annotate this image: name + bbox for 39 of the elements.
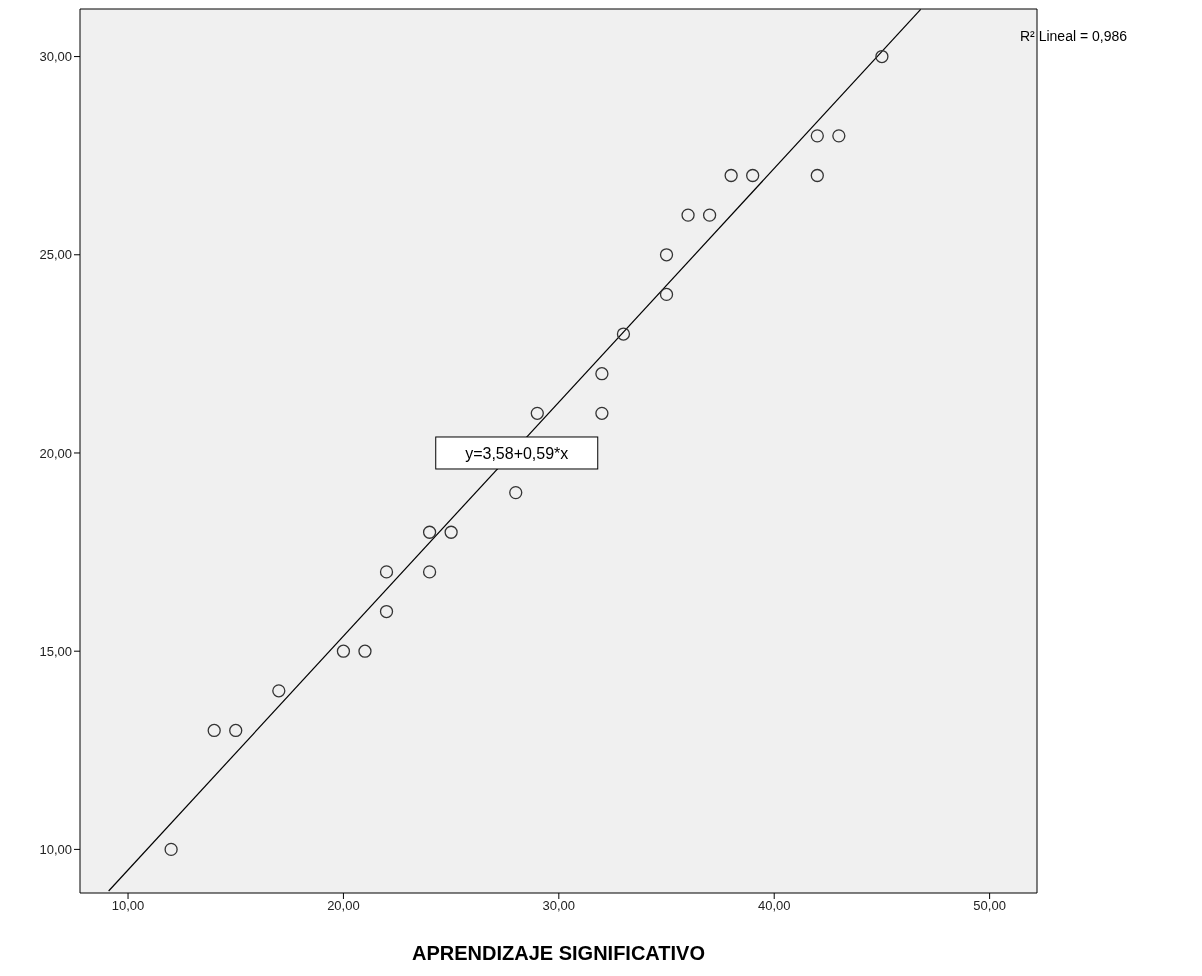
point	[379, 604, 394, 619]
point	[422, 565, 437, 579]
point	[229, 723, 243, 738]
point	[702, 208, 717, 222]
point	[832, 129, 846, 143]
y-tick-label: 15,00	[39, 643, 72, 659]
y-tick-label: 30,00	[39, 49, 72, 65]
annotation: y=3,58+0,59*x	[465, 444, 569, 462]
x-tick-label: 30,00	[542, 898, 576, 914]
point	[272, 684, 286, 698]
point	[595, 367, 609, 381]
point	[164, 842, 178, 857]
x-tick-label: 20,00	[327, 898, 360, 914]
point	[724, 168, 738, 183]
y-tick-label: 10,00	[39, 842, 72, 858]
point	[810, 129, 824, 143]
point	[530, 406, 544, 420]
point	[659, 287, 674, 302]
x-axis-title: APRENDIZAJE SIGNIFICATIVO	[412, 942, 705, 964]
y-tick-label: 25,00	[39, 247, 72, 263]
point	[616, 327, 631, 341]
point	[444, 525, 458, 539]
annotation: R² Lineal = 0,986	[1020, 28, 1128, 44]
y-tick-label: 20,00	[39, 445, 72, 461]
x-tick-label: 10,00	[111, 898, 145, 914]
point	[509, 485, 523, 500]
point	[422, 525, 437, 539]
x-tick-label: 40,00	[757, 898, 791, 914]
point	[358, 644, 372, 658]
point	[659, 248, 674, 262]
point	[875, 49, 889, 64]
point	[810, 168, 824, 183]
point	[746, 168, 760, 183]
x-tick-label: 50,00	[973, 898, 1006, 914]
point	[681, 208, 695, 222]
point	[207, 723, 221, 738]
point	[336, 644, 351, 658]
point	[379, 565, 394, 579]
point	[595, 406, 609, 420]
